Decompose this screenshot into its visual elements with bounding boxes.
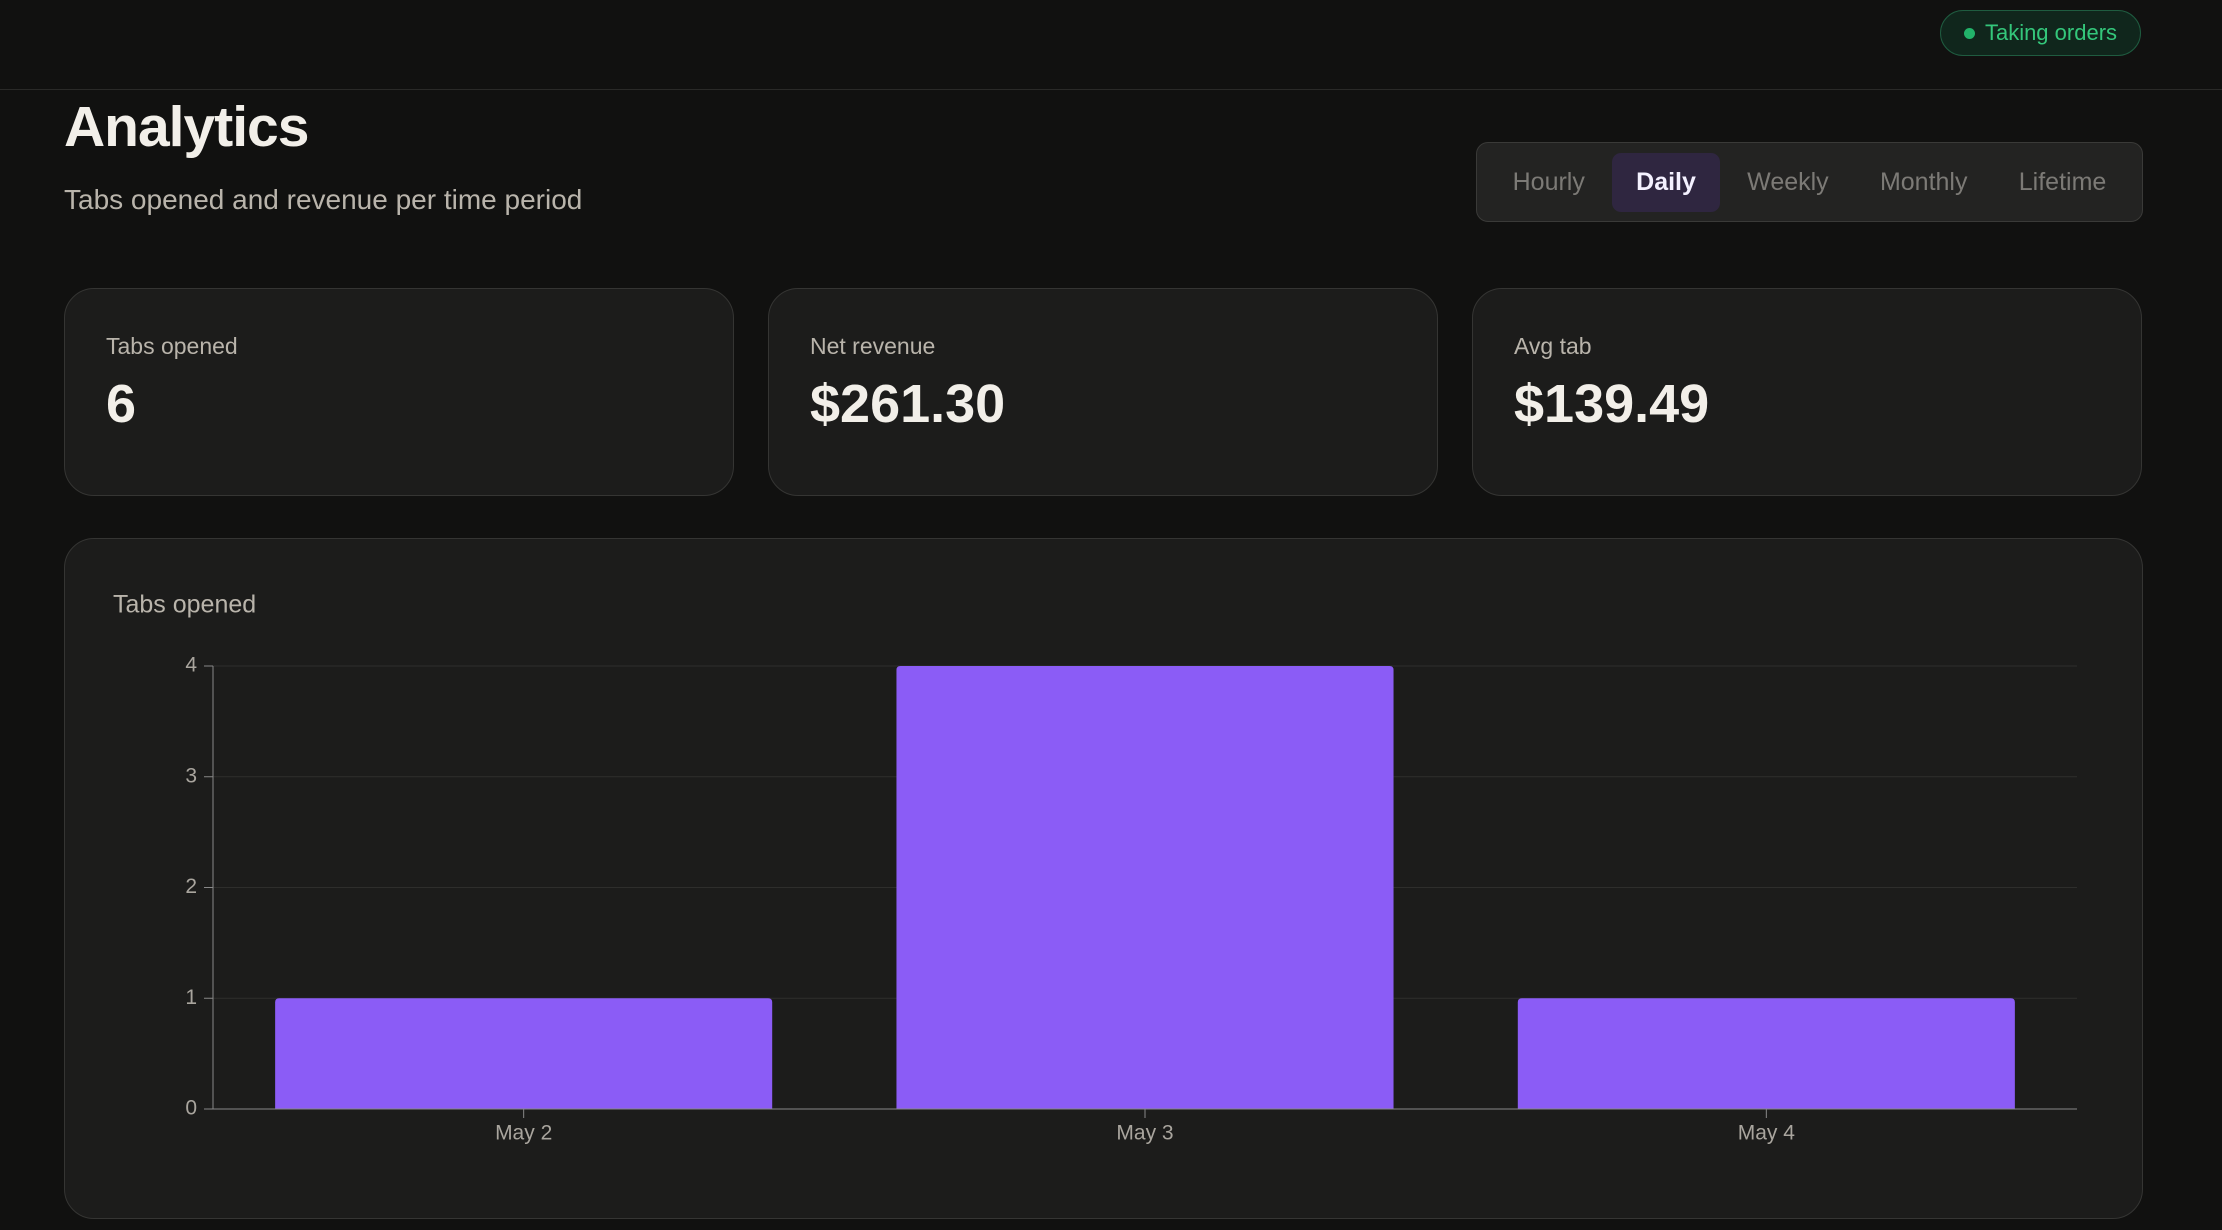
stat-label: Avg tab (1514, 333, 1592, 359)
period-tab[interactable]: Monthly (1879, 167, 1968, 196)
top-bar (0, 0, 2222, 90)
period-tab[interactable]: Lifetime (2018, 167, 2107, 196)
x-tick-label: May 3 (1116, 1122, 1173, 1145)
y-tick-label: 4 (185, 654, 197, 677)
stat-label: Net revenue (810, 333, 936, 359)
period-tab[interactable]: Hourly (1512, 167, 1585, 196)
chart: Tabs opened 0 1 2 3 4 May 2 May 3 May 4 (113, 591, 2077, 1145)
stat-card: Net revenue $261.30 (768, 288, 1438, 496)
status-pill[interactable]: Taking orders (1940, 10, 2141, 56)
stat-card: Avg tab $139.49 (1472, 288, 2142, 496)
status-dot (1963, 27, 1975, 39)
x-tick-label: May 2 (495, 1122, 552, 1145)
stat-value: $261.30 (810, 374, 1006, 434)
bar (1517, 998, 2015, 1109)
y-tick-label: 3 (185, 764, 197, 787)
page-subtitle: Tabs opened and revenue per time period (64, 184, 583, 215)
chart-title: Tabs opened (113, 591, 256, 619)
y-tick-label: 1 (185, 986, 197, 1009)
status-text: Taking orders (1984, 20, 2118, 45)
stat-value: $139.49 (1514, 374, 1710, 434)
period-tab[interactable]: Weekly (1747, 167, 1829, 196)
page-title: Analytics (64, 95, 309, 159)
stat-label: Tabs opened (106, 333, 238, 359)
y-tick-label: 0 (185, 1097, 197, 1120)
stat-card: Tabs opened 6 (64, 288, 734, 496)
x-tick-label: May 4 (1738, 1122, 1796, 1145)
period-tab[interactable]: Daily (1612, 152, 1720, 212)
stat-value: 6 (106, 374, 137, 434)
bar (275, 998, 773, 1109)
period-tabs: Hourly Daily Weekly Monthly Lifetime (1476, 142, 2143, 222)
y-tick-label: 2 (185, 875, 197, 898)
bar (896, 666, 1394, 1109)
